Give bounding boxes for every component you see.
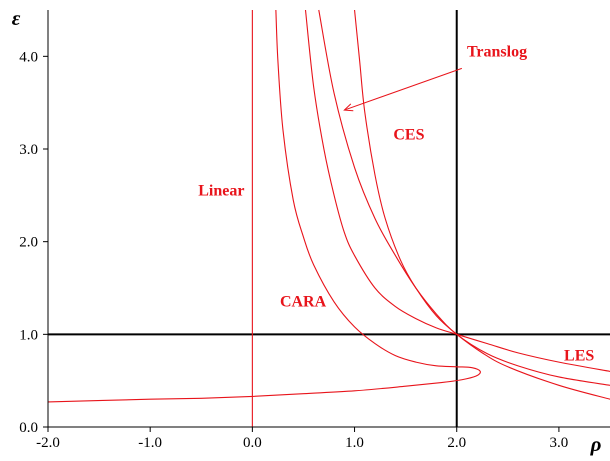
curve-label-cara: CARA bbox=[280, 294, 327, 311]
series-line-les bbox=[318, 9, 610, 386]
y-tick-label: 0.0 bbox=[19, 420, 38, 436]
tick-labels: -2.0 -1.0 0.0 1.0 2.0 3.0 0.0 1.0 2.0 3.0 4.0 bbox=[19, 49, 568, 451]
curve-label-linear: Linear bbox=[198, 182, 244, 199]
x-tick-label: -1.0 bbox=[138, 435, 162, 451]
reference-lines bbox=[48, 10, 610, 427]
y-tick-label: 3.0 bbox=[19, 142, 38, 158]
curve-label-ces: CES bbox=[393, 127, 424, 144]
axes bbox=[43, 10, 610, 432]
series-lines bbox=[47, 9, 610, 427]
curve-labels: Translog CES Linear CARA LES bbox=[198, 43, 594, 364]
curve-label-translog: Translog bbox=[467, 43, 527, 60]
series-line-translog bbox=[354, 9, 610, 400]
y-tick-label: 4.0 bbox=[19, 49, 38, 65]
x-axis-title: ρ bbox=[590, 432, 602, 456]
x-tick-label: 3.0 bbox=[550, 435, 569, 451]
translog-arrow-head bbox=[343, 103, 354, 112]
series-line-ces bbox=[304, 9, 610, 372]
annotation-arrows bbox=[343, 67, 463, 112]
y-tick-label: 2.0 bbox=[19, 235, 38, 251]
series-line-cara bbox=[47, 9, 481, 403]
x-tick-label: -2.0 bbox=[36, 435, 60, 451]
x-tick-label: 1.0 bbox=[345, 435, 364, 451]
y-axis-title: ε bbox=[12, 6, 21, 30]
curve-label-les: LES bbox=[564, 347, 594, 364]
x-tick-label: 2.0 bbox=[447, 435, 466, 451]
x-tick-label: 0.0 bbox=[243, 435, 262, 451]
translog-arrow-line bbox=[344, 67, 463, 111]
y-tick-label: 1.0 bbox=[19, 327, 38, 343]
